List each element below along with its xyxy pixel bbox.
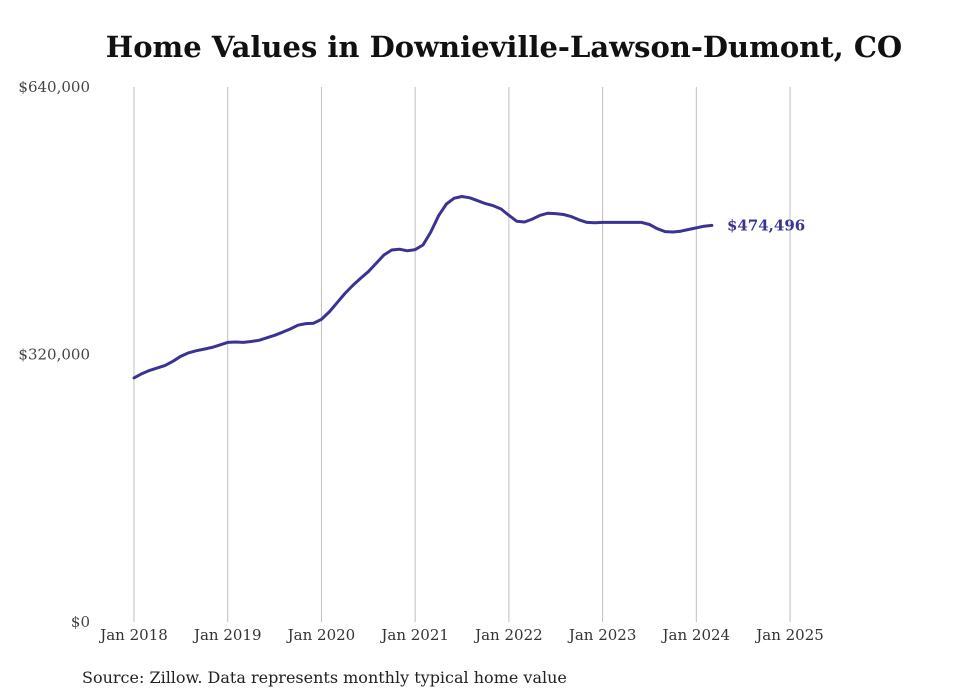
- x-tick-label: Jan 2019: [192, 626, 262, 644]
- x-tick-label: Jan 2020: [286, 626, 356, 644]
- gridlines: [133, 87, 791, 622]
- y-tick-label: $640,000: [18, 78, 90, 96]
- x-tick-label: Jan 2024: [661, 626, 731, 644]
- x-tick-label: Jan 2023: [567, 626, 637, 644]
- series-layer: $474,496: [132, 195, 805, 380]
- y-tick-label: $0: [71, 613, 90, 631]
- series-line-0: [132, 195, 714, 380]
- x-tick-label: Jan 2021: [379, 626, 449, 644]
- end-value-label: $474,496: [727, 216, 805, 234]
- source-note: Source: Zillow. Data represents monthly …: [82, 668, 567, 687]
- chart-title: Home Values in Downieville-Lawson-Dumont…: [105, 30, 903, 64]
- x-tick-label: Jan 2018: [98, 626, 168, 644]
- y-tick-label: $320,000: [18, 346, 90, 364]
- x-tick-label: Jan 2025: [754, 626, 824, 644]
- x-tick-label: Jan 2022: [473, 626, 543, 644]
- y-axis: $0 $320,000 $640,000: [18, 78, 90, 631]
- x-axis: Jan 2018 Jan 2019 Jan 2020 Jan 2021 Jan 2022…: [98, 626, 824, 644]
